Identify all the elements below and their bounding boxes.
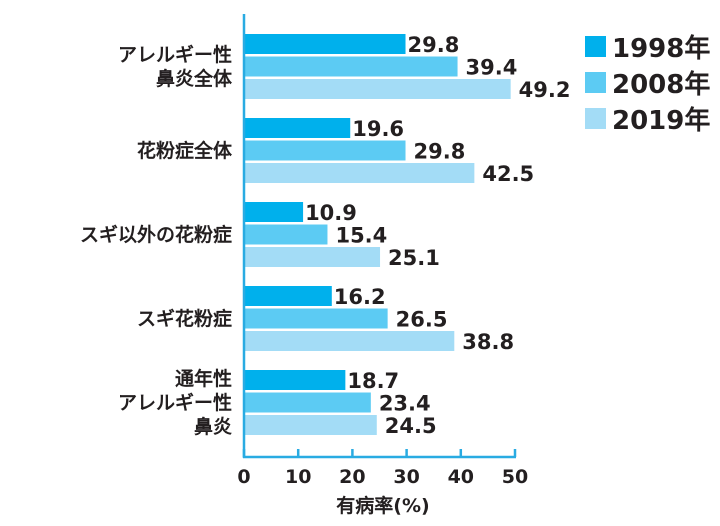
x-tick-label: 40 <box>448 466 474 488</box>
category-label: 鼻炎 <box>194 415 232 438</box>
x-tick-label: 30 <box>393 466 419 488</box>
bar-2-3 <box>244 331 455 351</box>
category-label: アレルギー性 <box>118 43 232 66</box>
data-label: 29.8 <box>414 140 466 164</box>
data-label: 38.8 <box>462 330 514 354</box>
bar-0-3 <box>244 286 332 306</box>
data-label: 29.8 <box>408 33 460 57</box>
legend-label: 1998年 <box>612 33 710 64</box>
legend-label: 2008年 <box>612 69 710 100</box>
data-label: 15.4 <box>335 224 387 248</box>
x-tick-label: 50 <box>502 466 528 488</box>
legend-label: 2019年 <box>612 105 710 136</box>
bar-0-0 <box>244 34 406 54</box>
category-label: 花粉症全体 <box>137 139 233 162</box>
data-label: 16.2 <box>334 285 386 309</box>
bar-1-1 <box>244 140 406 161</box>
bar-2-4 <box>244 415 377 435</box>
data-label: 39.4 <box>466 56 518 80</box>
legend-swatch <box>585 108 606 129</box>
bar-1-4 <box>244 392 371 413</box>
data-label: 24.5 <box>385 414 437 438</box>
bar-2-1 <box>244 163 475 183</box>
x-axis-title: 有病率(%) <box>336 494 429 517</box>
data-label: 25.1 <box>388 246 440 270</box>
category-label: スギ以外の花粉症 <box>80 223 232 246</box>
legend-swatch <box>585 72 606 93</box>
data-label: 42.5 <box>482 162 534 186</box>
data-label: 10.9 <box>305 201 357 225</box>
bar-2-2 <box>244 247 381 267</box>
category-label: 通年性 <box>175 367 232 390</box>
category-label: スギ花粉症 <box>137 307 232 330</box>
category-label: 鼻炎全体 <box>156 67 233 90</box>
data-label: 49.2 <box>519 78 571 102</box>
bar-1-3 <box>244 308 388 329</box>
bar-0-2 <box>244 202 304 222</box>
data-label: 19.6 <box>352 117 404 141</box>
data-label: 18.7 <box>347 369 399 393</box>
bar-0-1 <box>244 118 351 138</box>
bar-2-0 <box>244 79 511 99</box>
x-tick-label: 10 <box>285 466 311 488</box>
x-tick-label: 20 <box>339 466 365 488</box>
bar-1-0 <box>244 56 458 77</box>
legend-swatch <box>585 36 606 57</box>
x-tick-label: 0 <box>237 466 250 488</box>
bar-0-4 <box>244 370 346 390</box>
bar-1-2 <box>244 224 328 245</box>
data-label: 26.5 <box>396 308 448 332</box>
data-label: 23.4 <box>379 392 431 416</box>
category-label: アレルギー性 <box>118 391 232 414</box>
